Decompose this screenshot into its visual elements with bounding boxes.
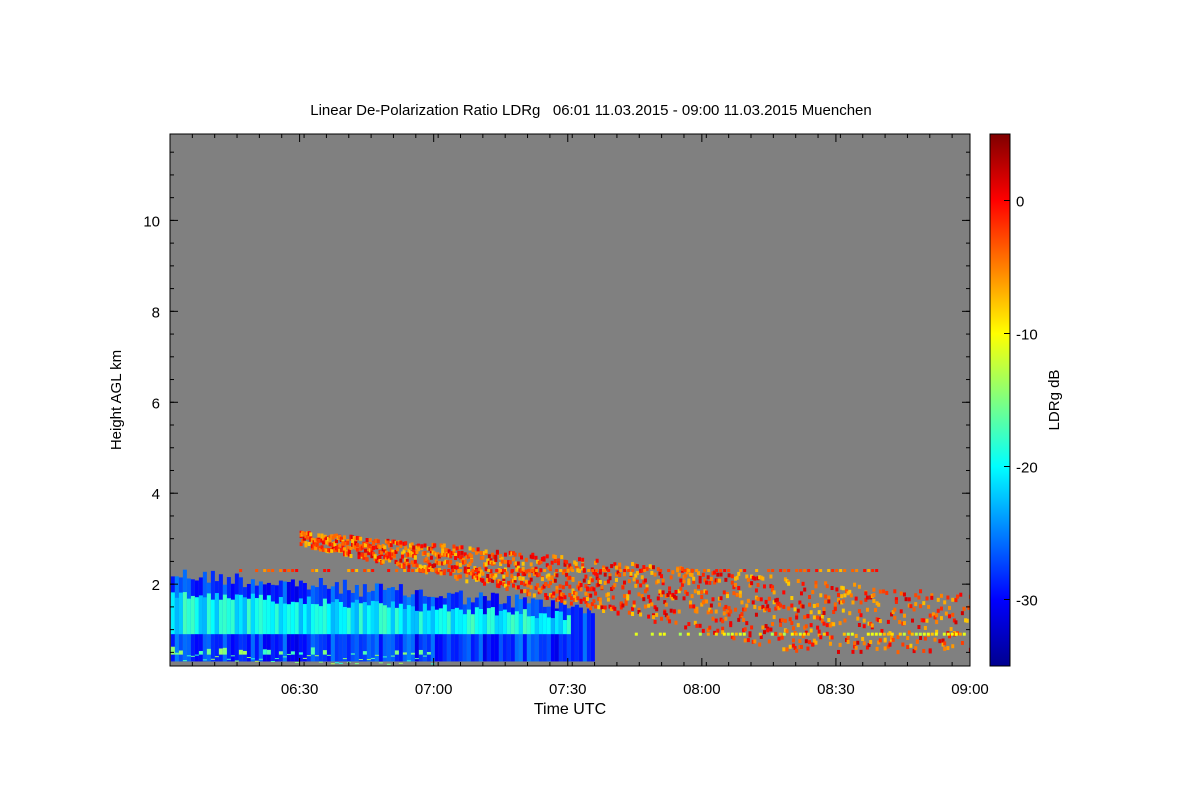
- y-tick-label: 2: [152, 577, 160, 594]
- feature-2: [170, 646, 435, 665]
- colorbar-label: LDRg dB: [1046, 370, 1063, 431]
- y-tick-label: 4: [152, 486, 160, 503]
- feature-4: [239, 569, 879, 573]
- y-tick-label: 8: [152, 304, 160, 321]
- y-tick-label: 10: [143, 213, 160, 230]
- colorbar-tick-label: 0: [1016, 194, 1024, 211]
- chart-title: Linear De-Polarization Ratio LDRg 06:01 …: [310, 102, 872, 119]
- colorbar-tick-label: -30: [1016, 593, 1038, 610]
- x-tick-label: 07:00: [415, 681, 453, 698]
- plot-frame: [169, 133, 971, 667]
- feature-5: [634, 632, 966, 636]
- y-tick-label: 6: [152, 395, 160, 412]
- feature-1: [170, 592, 571, 635]
- ldr-heatmap: [170, 530, 970, 665]
- y-axis-label: Height AGL km: [108, 350, 125, 450]
- colorbar-tick-label: -10: [1016, 327, 1038, 344]
- colorbar-tick-label: -20: [1016, 460, 1038, 477]
- x-axis: 06:30 07:00 07:30 08:00 08:30 09:00: [191, 134, 989, 698]
- x-tick-label: 09:00: [951, 681, 989, 698]
- colorbar-axis: 0 -10 -20 -30: [1004, 194, 1038, 610]
- x-tick-label: 08:00: [683, 681, 721, 698]
- x-tick-label: 08:30: [817, 681, 855, 698]
- feature-3: [299, 530, 970, 655]
- x-tick-label: 06:30: [281, 681, 319, 698]
- x-axis-label: Time UTC: [534, 701, 606, 718]
- colorbar: [989, 133, 1011, 667]
- y-axis: 2 4 6 8 10: [143, 151, 970, 653]
- x-tick-label: 07:30: [549, 681, 587, 698]
